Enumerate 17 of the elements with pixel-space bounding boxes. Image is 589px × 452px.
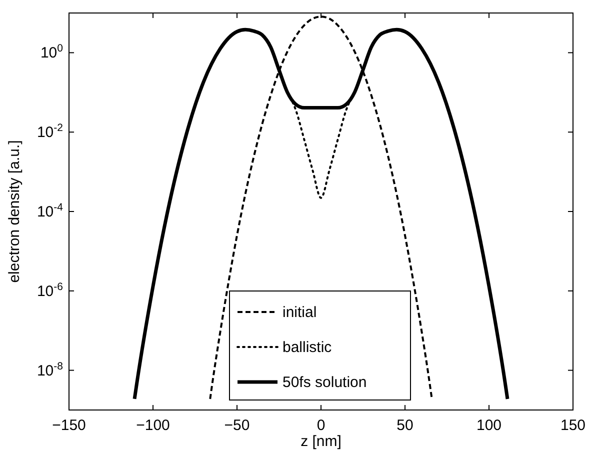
legend-label: 50fs solution — [282, 374, 367, 391]
legend-label: ballistic — [282, 339, 332, 356]
legend-label: initial — [282, 304, 317, 321]
y-axis-title: electron density [a.u.] — [6, 140, 23, 283]
y-tick-label: 10$^{-2}$ — [36, 122, 64, 142]
x-tick-label: 50 — [396, 417, 414, 434]
y-tick-label: 10$^{-4}$ — [36, 202, 64, 220]
x-tick-label: 100 — [476, 417, 502, 434]
x-axis-title: z [nm] — [300, 433, 342, 450]
x-tick-label: 150 — [560, 417, 586, 434]
x-tick-label: 0 — [316, 417, 326, 434]
x-tick-label: −150 — [52, 417, 86, 434]
y-tick-label: 10$^{-8}$ — [36, 360, 64, 380]
y-tick-label: 10$^{-6}$ — [36, 280, 64, 300]
x-tick-label: −50 — [224, 417, 250, 434]
x-tick-label: −100 — [136, 417, 170, 434]
y-tick-label: 10$^{0}$ — [40, 42, 64, 62]
